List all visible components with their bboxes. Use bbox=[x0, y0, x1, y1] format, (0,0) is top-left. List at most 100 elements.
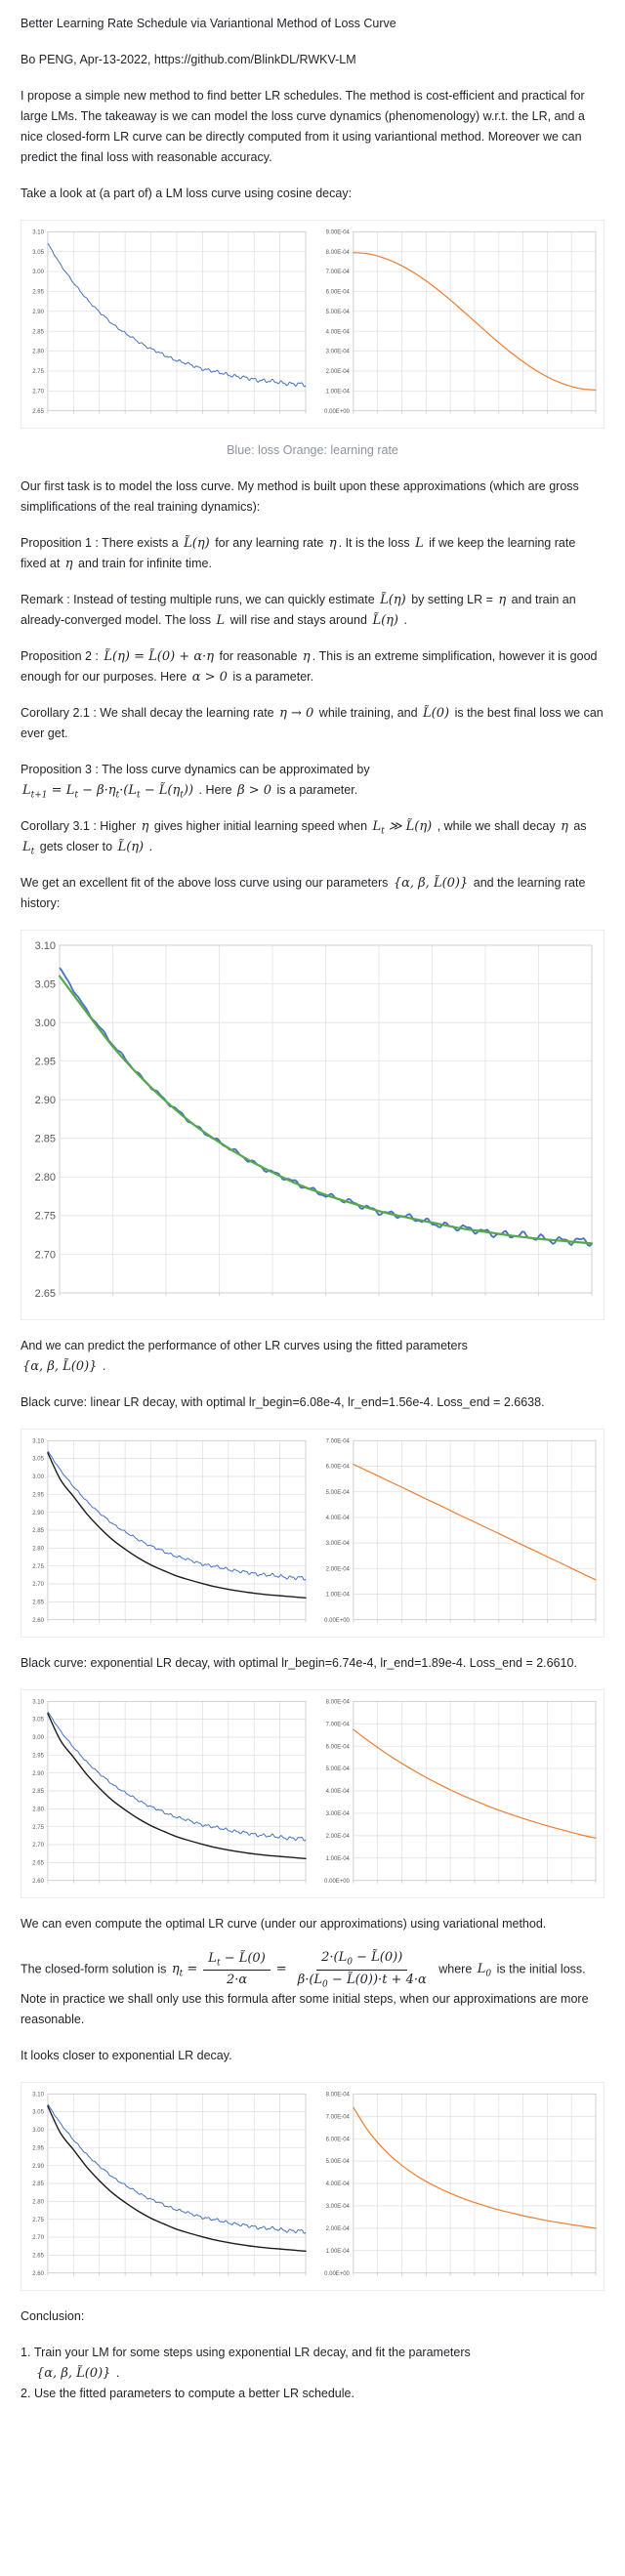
math-inline: L bbox=[216, 613, 226, 628]
svg-text:0.00E+00: 0.00E+00 bbox=[324, 409, 350, 415]
svg-text:2.00E-04: 2.00E-04 bbox=[326, 1566, 351, 1572]
math-inline: L̃(η) bbox=[372, 613, 399, 628]
math-inline: L̃(η) bbox=[117, 840, 145, 854]
byline: Bo PENG, Apr-13-2022, https://github.com… bbox=[21, 53, 356, 66]
text-run: Proposition 2 : bbox=[21, 649, 103, 663]
svg-text:8.00E-04: 8.00E-04 bbox=[326, 1699, 351, 1705]
svg-text:2.65: 2.65 bbox=[32, 409, 44, 415]
remark: Remark : Instead of testing multiple run… bbox=[21, 590, 604, 631]
text-run: is the best final loss we can ever get. bbox=[21, 706, 604, 740]
svg-text:2.65: 2.65 bbox=[35, 1288, 56, 1300]
closer-to-exp: It looks closer to exponential LR decay. bbox=[21, 2046, 604, 2066]
text-run: Take a look at (a part of) a LM loss cur… bbox=[21, 187, 353, 200]
corollary-3-1: Corollary 3.1 : Higher η gives higher in… bbox=[21, 816, 604, 857]
lead-in-cosine: Take a look at (a part of) a LM loss cur… bbox=[21, 184, 604, 204]
svg-text:5.00E-04: 5.00E-04 bbox=[326, 1490, 351, 1496]
svg-text:3.10: 3.10 bbox=[35, 940, 56, 952]
svg-text:2.65: 2.65 bbox=[32, 1600, 44, 1605]
svg-text:1.00E-04: 1.00E-04 bbox=[326, 389, 351, 395]
text-run: , while we shall decay bbox=[434, 819, 560, 833]
svg-text:2.65: 2.65 bbox=[32, 1860, 44, 1866]
text-run: And we can predict the performance of ot… bbox=[21, 1339, 468, 1352]
svg-text:3.10: 3.10 bbox=[32, 1699, 44, 1705]
excellent-fit-paragraph: We get an excellent fit of the above los… bbox=[21, 873, 604, 914]
math-inline: L̃(η) bbox=[184, 536, 210, 551]
svg-text:0.00E+00: 0.00E+00 bbox=[324, 1618, 350, 1624]
svg-text:2.85: 2.85 bbox=[35, 1134, 56, 1145]
svg-text:2.00E-04: 2.00E-04 bbox=[326, 2226, 351, 2232]
svg-text:5.00E-04: 5.00E-04 bbox=[326, 1766, 351, 1772]
text-run: . It is the loss bbox=[338, 536, 414, 550]
linear-loss-chart: 3.10 3.05 3.00 2.95 2.90 2.85 2.80 2.75 2.70 2.65… bbox=[24, 1433, 311, 1634]
svg-text:2.70: 2.70 bbox=[32, 1582, 44, 1588]
svg-text:3.05: 3.05 bbox=[35, 978, 56, 990]
text-run: Train your LM for some steps using expon… bbox=[34, 2346, 471, 2360]
svg-text:2.60: 2.60 bbox=[32, 1879, 44, 1885]
exp-loss-chart: 3.10 3.05 3.00 2.95 2.90 2.85 2.80 2.75 2.70 2.65… bbox=[24, 1693, 311, 1894]
svg-text:3.00: 3.00 bbox=[32, 2128, 44, 2134]
svg-text:8.00E-04: 8.00E-04 bbox=[326, 250, 351, 256]
text-run: . Here bbox=[195, 783, 236, 797]
svg-text:0.00E+00: 0.00E+00 bbox=[324, 2271, 350, 2277]
svg-text:2.80: 2.80 bbox=[32, 2200, 44, 2206]
svg-text:2.90: 2.90 bbox=[32, 1771, 44, 1777]
text-run: for reasonable bbox=[216, 649, 301, 663]
svg-text:7.00E-04: 7.00E-04 bbox=[326, 2115, 351, 2121]
svg-text:3.05: 3.05 bbox=[32, 250, 44, 256]
svg-text:7.00E-04: 7.00E-04 bbox=[326, 270, 351, 275]
svg-text:1.00E-04: 1.00E-04 bbox=[326, 1856, 351, 1862]
svg-text:3.05: 3.05 bbox=[32, 1457, 44, 1463]
corollary-2-1: Corollary 2.1 : We shall decay the learn… bbox=[21, 703, 604, 744]
math-inline: η bbox=[498, 593, 507, 607]
text-run: is a parameter. bbox=[229, 670, 314, 684]
fraction: Lt − L̃(0) 2·α bbox=[203, 1951, 271, 1989]
text-run: . bbox=[99, 1359, 106, 1373]
svg-text:2.75: 2.75 bbox=[35, 1211, 56, 1223]
text-run: Black curve: exponential LR decay, with … bbox=[21, 1656, 577, 1670]
text-run: Proposition 1 : There exists a bbox=[21, 536, 183, 550]
optimal-loss-chart: 3.10 3.05 3.00 2.95 2.90 2.85 2.80 2.75 2.70 2.65… bbox=[24, 2086, 311, 2288]
conclusion-heading: Conclusion: bbox=[21, 2306, 604, 2327]
math-inline: Lt bbox=[22, 840, 35, 857]
text-run: is a parameter. bbox=[273, 783, 358, 797]
svg-text:2.95: 2.95 bbox=[32, 290, 44, 296]
list-item-text: Train your LM for some steps using expon… bbox=[34, 2343, 604, 2384]
svg-text:3.00: 3.00 bbox=[32, 1735, 44, 1741]
svg-text:2.80: 2.80 bbox=[32, 1807, 44, 1812]
svg-text:2.85: 2.85 bbox=[32, 1528, 44, 1534]
text-run: The closed-form solution is bbox=[21, 1962, 170, 1976]
article-body: I propose a simple new method to find be… bbox=[21, 86, 604, 2404]
math-inline: η bbox=[328, 536, 337, 551]
math-inline: L bbox=[415, 536, 424, 551]
fraction-numerator: 2·(L0 − L̃(0)) bbox=[316, 1950, 408, 1971]
svg-text:2.85: 2.85 bbox=[32, 1789, 44, 1795]
svg-text:4.00E-04: 4.00E-04 bbox=[326, 2181, 351, 2187]
text-run: if we keep the learning rate fixed at bbox=[21, 536, 576, 570]
svg-text:4.00E-04: 4.00E-04 bbox=[326, 1516, 351, 1521]
variational-paragraph: We can even compute the optimal LR curve… bbox=[21, 1914, 604, 1934]
svg-text:3.00: 3.00 bbox=[35, 1018, 56, 1029]
text-run: for any learning rate bbox=[211, 536, 327, 550]
text-run: and train for infinite time. bbox=[74, 557, 212, 570]
svg-text:2.75: 2.75 bbox=[32, 2218, 44, 2223]
math-L0: L0 bbox=[477, 1962, 492, 1979]
svg-text:2.70: 2.70 bbox=[32, 389, 44, 395]
exp-lr-chart: 8.00E-04 7.00E-04 6.00E-04 5.00E-04 4.00E-04… bbox=[314, 1693, 601, 1894]
closed-form-paragraph: The closed-form solution is ηt = Lt − L̃(… bbox=[21, 1950, 604, 2030]
proposition-2: Proposition 2 : L̃(η) = L̃(0) + α·η for … bbox=[21, 646, 604, 687]
math-inline: η → 0 bbox=[279, 706, 314, 721]
intro-paragraph: I propose a simple new method to find be… bbox=[21, 86, 604, 168]
svg-text:2.70: 2.70 bbox=[35, 1249, 56, 1261]
fraction-denominator: 2·α bbox=[226, 1973, 248, 1988]
text-run: is the initial loss. Note in practice we… bbox=[21, 1962, 589, 2027]
text-run: gives higher initial learning speed when bbox=[150, 819, 371, 833]
svg-text:6.00E-04: 6.00E-04 bbox=[326, 290, 351, 296]
svg-text:5.00E-04: 5.00E-04 bbox=[326, 310, 351, 315]
svg-text:3.00E-04: 3.00E-04 bbox=[326, 350, 351, 355]
text-run: We get an excellent fit of the above los… bbox=[21, 876, 392, 890]
text-run: Conclusion: bbox=[21, 2309, 85, 2324]
exp-decay-result: Black curve: exponential LR decay, with … bbox=[21, 1653, 604, 1674]
svg-text:2.95: 2.95 bbox=[32, 2146, 44, 2152]
math-inline: L̃(0) bbox=[423, 706, 450, 721]
